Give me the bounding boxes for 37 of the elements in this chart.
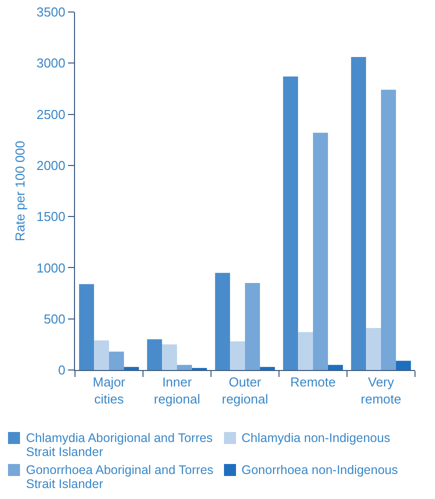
- y-tick-label: 2500: [36, 106, 66, 122]
- bar: [328, 364, 343, 370]
- y-tick-label: 0: [58, 362, 66, 378]
- legend-label: Gonorrhoea non-Indigenous: [242, 463, 398, 477]
- bar: [109, 352, 124, 370]
- x-tick-label: Remote: [290, 374, 336, 390]
- bar: [94, 340, 109, 370]
- bar: [313, 132, 328, 370]
- bar: [381, 90, 396, 370]
- legend-label: Chlamydia Aborigional and Torres Strait Islander: [26, 431, 214, 459]
- bar: [162, 344, 177, 370]
- y-tick-label: 3000: [36, 56, 66, 71]
- y-tick-label: 1500: [36, 209, 66, 224]
- bar: [245, 283, 260, 370]
- bar: [215, 272, 230, 370]
- x-tick-label: Outer regional: [222, 374, 268, 406]
- bar: [147, 339, 162, 370]
- y-tick-label: 3500: [36, 4, 66, 20]
- bar: [283, 76, 298, 370]
- bar: [79, 284, 94, 370]
- legend-label: Chlamydia non-Indigenous: [242, 431, 390, 445]
- bar: [366, 328, 381, 370]
- bar: [230, 341, 245, 370]
- y-tick-label: 1000: [36, 260, 66, 276]
- bar: [396, 360, 411, 370]
- bar: [298, 332, 313, 370]
- legend-label: Gonorrhoea Aboriginal and Torres Strait Islander: [26, 463, 214, 491]
- x-tick-label: Very remote: [360, 374, 402, 406]
- y-axis-title: Rate per 100 000: [12, 140, 28, 242]
- bar: [124, 366, 139, 370]
- y-tick-label: 500: [44, 311, 66, 326]
- y-tick-label: 2000: [36, 158, 66, 173]
- bar: [351, 57, 366, 370]
- x-tick-label: Inner regional: [154, 374, 200, 406]
- x-tick-label: Major cities: [92, 374, 126, 406]
- bar: [177, 364, 192, 370]
- bar: [260, 366, 275, 370]
